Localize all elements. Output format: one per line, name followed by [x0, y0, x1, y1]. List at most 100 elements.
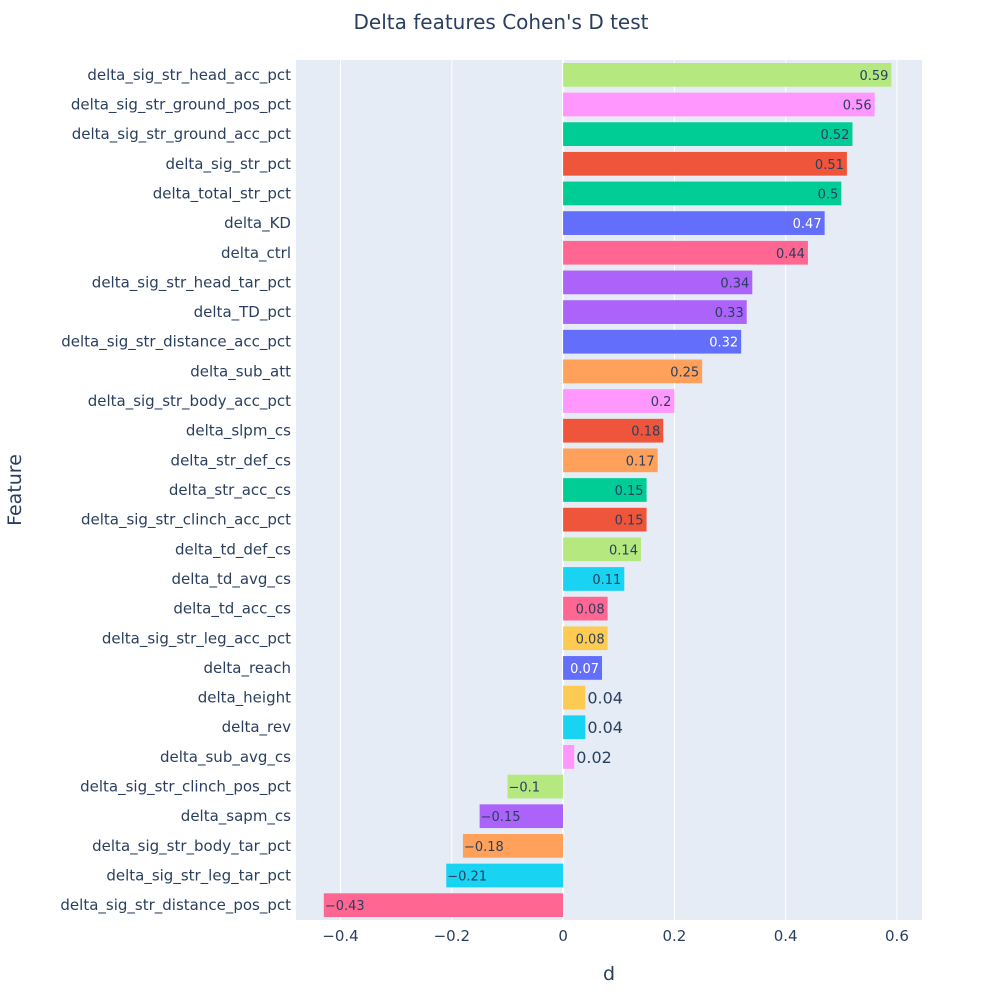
bar-value-label: 0.44 [776, 247, 805, 262]
y-tick-label: delta_td_def_cs [175, 540, 291, 559]
bar-value-label: 0.34 [720, 276, 749, 291]
bar-value-label: 0.08 [576, 603, 605, 618]
bar [563, 211, 825, 235]
bar-value-label: 0.15 [615, 514, 644, 529]
category-labels: delta_sig_str_head_acc_pct delta_sig_str_… [60, 66, 291, 915]
bar-value-label: 0.2 [651, 395, 672, 410]
y-tick-label: delta_sig_str_ground_pos_pct [71, 95, 291, 114]
x-tick-label: 0 [558, 927, 568, 945]
bar-value-label: 0.17 [626, 454, 655, 469]
bars: 0.59 0.56 0.52 0.51 0.5 0.47 0.44 0.34 0.33 0.32 0… [323, 62, 892, 918]
bar [563, 418, 664, 443]
bar [563, 626, 608, 651]
bar [563, 122, 853, 146]
y-tick-label: delta_str_def_cs [171, 451, 292, 470]
bar [563, 329, 742, 354]
bar [563, 656, 603, 680]
bar [563, 567, 625, 591]
y-tick-label: delta_KD [224, 214, 291, 233]
y-tick-label: delta_sig_str_distance_acc_pct [61, 333, 291, 352]
chart-title: Delta features Cohen's D test [354, 10, 649, 34]
bar-value-label: 0.15 [615, 484, 644, 499]
y-tick-label: delta_str_acc_cs [169, 481, 291, 500]
bar [563, 596, 608, 621]
bar-value-label: −0.15 [481, 810, 521, 825]
bar [563, 389, 675, 413]
bar [446, 863, 564, 888]
bar [323, 893, 564, 918]
x-tick-label: −0.2 [434, 927, 470, 945]
x-axis-title: d [603, 963, 615, 985]
bar [479, 804, 564, 829]
bar-value-label: 0.5 [818, 187, 839, 202]
bar-value-label: 0.02 [576, 748, 612, 767]
bar-value-label: 0.04 [587, 689, 623, 708]
bar [563, 745, 575, 769]
x-tick-label: 0.4 [774, 927, 798, 945]
bar [563, 715, 586, 740]
bar-value-label: 0.56 [843, 98, 872, 113]
bar [563, 240, 808, 265]
x-tick-label: 0.6 [885, 927, 909, 945]
y-tick-label: delta_slpm_cs [186, 422, 291, 441]
bar-value-label: −0.43 [325, 899, 365, 914]
bar-value-label: 0.51 [815, 158, 844, 173]
bar [563, 300, 747, 324]
bar-value-label: 0.07 [570, 662, 599, 677]
bar-value-label: 0.33 [715, 306, 744, 321]
bar-value-label: 0.14 [609, 543, 638, 558]
y-tick-label: delta_TD_pct [194, 303, 291, 322]
bar [507, 774, 564, 799]
y-tick-label: delta_sig_str_head_acc_pct [87, 66, 291, 85]
x-tick-labels: −0.4 −0.2 0 0.2 0.4 0.6 [322, 927, 909, 945]
y-tick-label: delta_sig_str_ground_acc_pct [72, 125, 291, 144]
bar-value-label: 0.11 [592, 573, 621, 588]
y-tick-label: delta_rev [222, 718, 292, 737]
bar [563, 359, 703, 384]
x-tick-label: 0.2 [662, 927, 686, 945]
bar [563, 507, 647, 532]
bar [563, 270, 753, 295]
y-tick-label: delta_sub_avg_cs [160, 748, 291, 767]
bar [563, 448, 658, 473]
y-tick-label: delta_sig_str_leg_tar_pct [106, 867, 291, 886]
bar-value-label: −0.21 [447, 870, 487, 885]
bar-value-label: 0.52 [820, 128, 849, 143]
bar [563, 685, 586, 710]
bar [563, 151, 847, 176]
bar-value-label: −0.1 [508, 781, 540, 796]
y-tick-label: delta_sub_att [190, 362, 291, 381]
y-axis-title: Feature [4, 454, 26, 526]
bar [563, 478, 647, 502]
y-tick-label: delta_total_str_pct [153, 184, 291, 203]
bar-value-label: 0.18 [631, 425, 660, 440]
bar-value-label: 0.25 [670, 365, 699, 380]
y-tick-label: delta_reach [203, 659, 291, 678]
bar-value-label: 0.32 [709, 336, 738, 351]
y-tick-label: delta_sig_str_body_tar_pct [92, 837, 291, 856]
bar-value-label: −0.18 [464, 840, 504, 855]
bar-value-label: 0.04 [587, 718, 623, 737]
bar-value-label: 0.08 [576, 632, 605, 647]
bar [563, 181, 842, 206]
y-tick-label: delta_sig_str_clinch_pos_pct [80, 778, 291, 797]
y-tick-label: delta_height [198, 689, 291, 708]
y-tick-label: delta_ctrl [221, 244, 291, 263]
y-tick-label: delta_td_acc_cs [173, 600, 291, 619]
y-tick-label: delta_sig_str_body_acc_pct [88, 392, 291, 411]
y-tick-label: delta_sig_str_clinch_acc_pct [81, 511, 291, 530]
bar [563, 92, 875, 117]
x-tick-label: −0.4 [322, 927, 358, 945]
y-tick-label: delta_sig_str_head_tar_pct [92, 273, 291, 292]
y-tick-label: delta_sig_str_leg_acc_pct [102, 629, 291, 648]
y-tick-label: delta_td_avg_cs [171, 570, 291, 589]
y-tick-label: delta_sig_str_distance_pos_pct [60, 896, 291, 915]
y-tick-label: delta_sapm_cs [181, 807, 291, 826]
bar [563, 537, 641, 562]
bar [563, 62, 892, 87]
bar-value-label: 0.59 [859, 69, 888, 84]
bar [462, 834, 564, 858]
y-tick-label: delta_sig_str_pct [165, 155, 291, 174]
bar-value-label: 0.47 [793, 217, 822, 232]
